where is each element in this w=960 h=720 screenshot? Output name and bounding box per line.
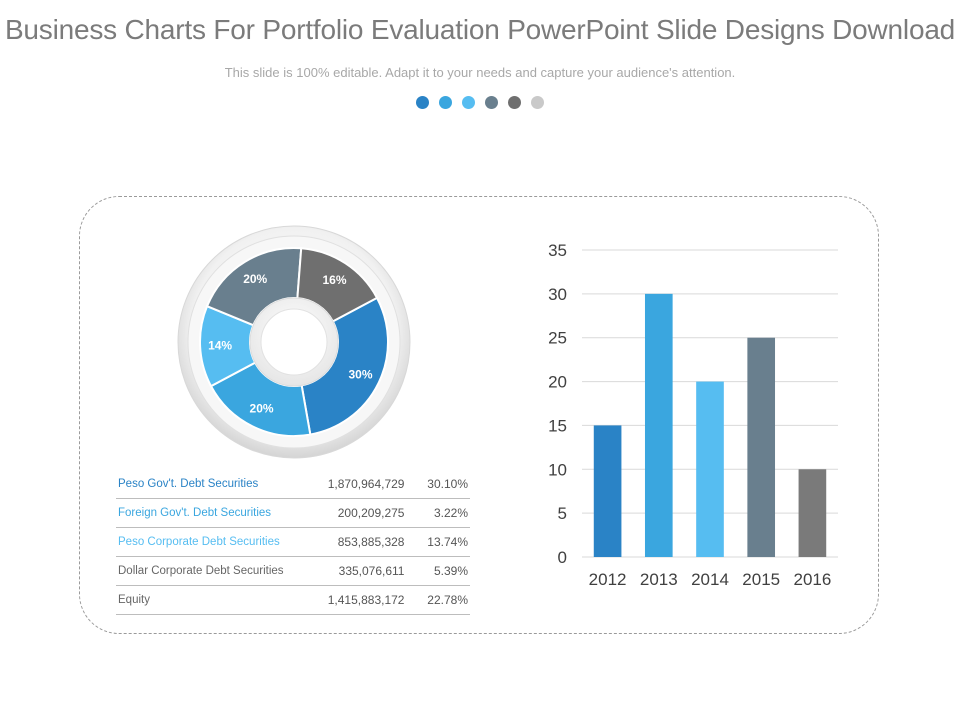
donut-slice-label: 20% (250, 402, 274, 416)
portfolio-table: Peso Gov't. Debt Securities 1,870,964,72… (116, 470, 470, 615)
y-tick-label: 20 (548, 373, 567, 392)
table-row: Foreign Gov't. Debt Securities 200,209,2… (116, 498, 470, 528)
indicator-dot (439, 96, 452, 109)
x-tick-label: 2015 (742, 570, 780, 589)
y-tick-label: 10 (548, 460, 567, 479)
x-tick-label: 2012 (589, 570, 627, 589)
table-row: Peso Gov't. Debt Securities 1,870,964,72… (116, 470, 470, 499)
row-name: Foreign Gov't. Debt Securities (116, 498, 305, 528)
y-tick-label: 35 (548, 241, 567, 260)
row-percent: 22.78% (404, 585, 470, 615)
bar-2015 (747, 337, 776, 557)
table-row: Dollar Corporate Debt Securities 335,076… (116, 556, 470, 586)
row-amount: 1,415,883,172 (305, 585, 405, 615)
row-name: Peso Corporate Debt Securities (116, 527, 305, 557)
content-panel (79, 196, 879, 634)
indicator-dot (508, 96, 521, 109)
donut-hole (260, 308, 328, 376)
table-row: Equity 1,415,883,172 22.78% (116, 585, 470, 615)
x-tick-label: 2013 (640, 570, 678, 589)
row-name: Peso Gov't. Debt Securities (116, 470, 305, 499)
donut-slice-label: 20% (243, 272, 267, 286)
bar-2012 (593, 425, 622, 557)
row-amount: 335,076,611 (305, 556, 405, 586)
x-tick-label: 2016 (793, 570, 831, 589)
donut-chart: 30% 20% 14% 20% 16% (177, 225, 411, 459)
y-tick-label: 25 (548, 329, 567, 348)
dot-indicator (0, 96, 960, 110)
row-amount: 853,885,328 (305, 527, 405, 557)
slide-subtitle: This slide is 100% editable. Adapt it to… (224, 65, 736, 80)
row-name: Dollar Corporate Debt Securities (116, 556, 305, 586)
indicator-dot (485, 96, 498, 109)
row-amount: 1,870,964,729 (305, 470, 405, 499)
bar-chart: 0 5 10 15 20 25 30 35 2012 2013 2014 2015 2016 (548, 241, 838, 589)
row-percent: 30.10% (404, 470, 470, 499)
donut-slice-label: 16% (323, 273, 347, 287)
row-percent: 13.74% (404, 527, 470, 557)
row-name: Equity (116, 585, 305, 615)
y-tick-label: 30 (548, 285, 567, 304)
row-percent: 3.22% (404, 498, 470, 528)
bar-2013 (644, 293, 673, 557)
row-amount: 200,209,275 (305, 498, 405, 528)
indicator-dot (462, 96, 475, 109)
donut-slice-label: 14% (208, 339, 232, 353)
donut-slice-label: 30% (348, 367, 372, 381)
table-row: Peso Corporate Debt Securities 853,885,3… (116, 527, 470, 557)
indicator-dot (531, 96, 544, 109)
bar-2016 (798, 469, 827, 557)
slide-title: Business Charts For Portfolio Evaluation… (4, 14, 956, 45)
y-tick-label: 15 (548, 416, 567, 435)
indicator-dot (416, 96, 429, 109)
x-tick-label: 2014 (691, 570, 729, 589)
row-percent: 5.39% (404, 556, 470, 586)
y-tick-label: 0 (558, 548, 567, 567)
bar-2014 (696, 381, 724, 557)
y-tick-label: 5 (558, 504, 567, 523)
